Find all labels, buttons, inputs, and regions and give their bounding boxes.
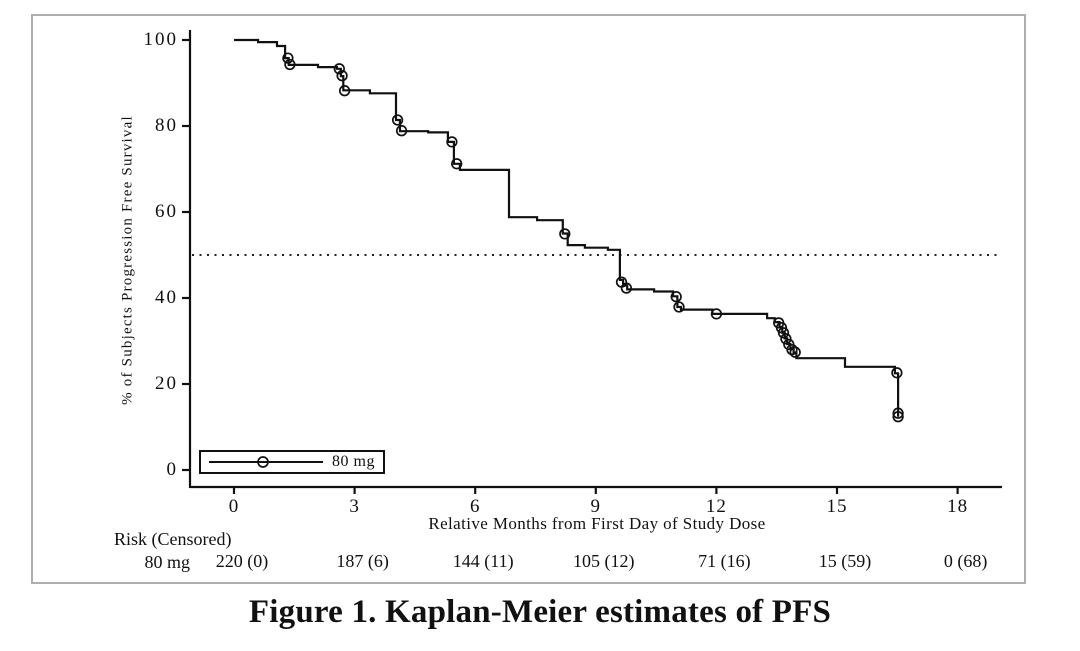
risk-value: 0 (68) [943,551,988,571]
censor-mark [284,58,296,71]
censor-mark [777,327,790,339]
censor-mark [451,158,463,170]
y-tick-label: 20 [155,373,178,394]
risk-value: 15 (59) [818,551,872,571]
y-tick-label: 100 [143,29,178,50]
censor-mark [892,411,904,423]
risk-value: 105 (12) [573,551,635,571]
censor-mark [282,52,294,64]
censor-mark [559,228,571,240]
km-curve [234,38,900,417]
x-tick-label: 18 [947,496,969,517]
x-tick-label: 15 [826,496,848,517]
censor-mark [775,322,788,334]
censor-mark [338,85,351,97]
risk-table-title: Risk (Censored) [114,529,232,549]
censor-mark [892,407,904,419]
x-axis-title: Relative Months from First Day of Study … [428,514,766,533]
risk-value: 187 (6) [336,551,389,571]
censor-mark [336,70,348,82]
x-tick-label: 6 [469,496,481,517]
x-tick-label: 12 [705,496,727,517]
risk-table-row-label: 80 mg [144,552,190,572]
risk-value: 144 (11) [452,551,514,571]
x-tick-label: 0 [228,496,240,517]
censor-mark [395,125,408,137]
censor-mark [786,343,798,356]
risk-value: 220 (0) [215,551,269,571]
legend-sample-marker [257,456,269,468]
censor-mark [789,346,801,358]
y-tick-label: 0 [166,459,178,480]
figure-caption: Figure 1. Kaplan-Meier estimates of PFS [248,594,832,630]
censor-mark [670,291,682,303]
y-tick-label: 40 [155,287,178,308]
censor-mark [446,136,458,148]
y-axis-title: % of Subjects Progression Free Survival [119,115,136,405]
x-tick-label: 3 [349,496,360,517]
censor-mark [673,301,685,313]
figure-frame [31,14,1026,584]
y-tick-label: 80 [155,115,178,136]
censor-mark [780,333,792,345]
legend-series-label: 80 mg [332,453,375,470]
censor-mark [620,282,633,294]
censor-mark [710,308,723,320]
censor-mark [391,114,404,126]
y-tick-label: 60 [155,201,178,222]
censor-mark [891,367,903,379]
risk-value: 71 (16) [698,551,751,571]
x-tick-label: 9 [590,496,602,517]
censor-mark [333,63,345,75]
legend-box [199,450,385,474]
